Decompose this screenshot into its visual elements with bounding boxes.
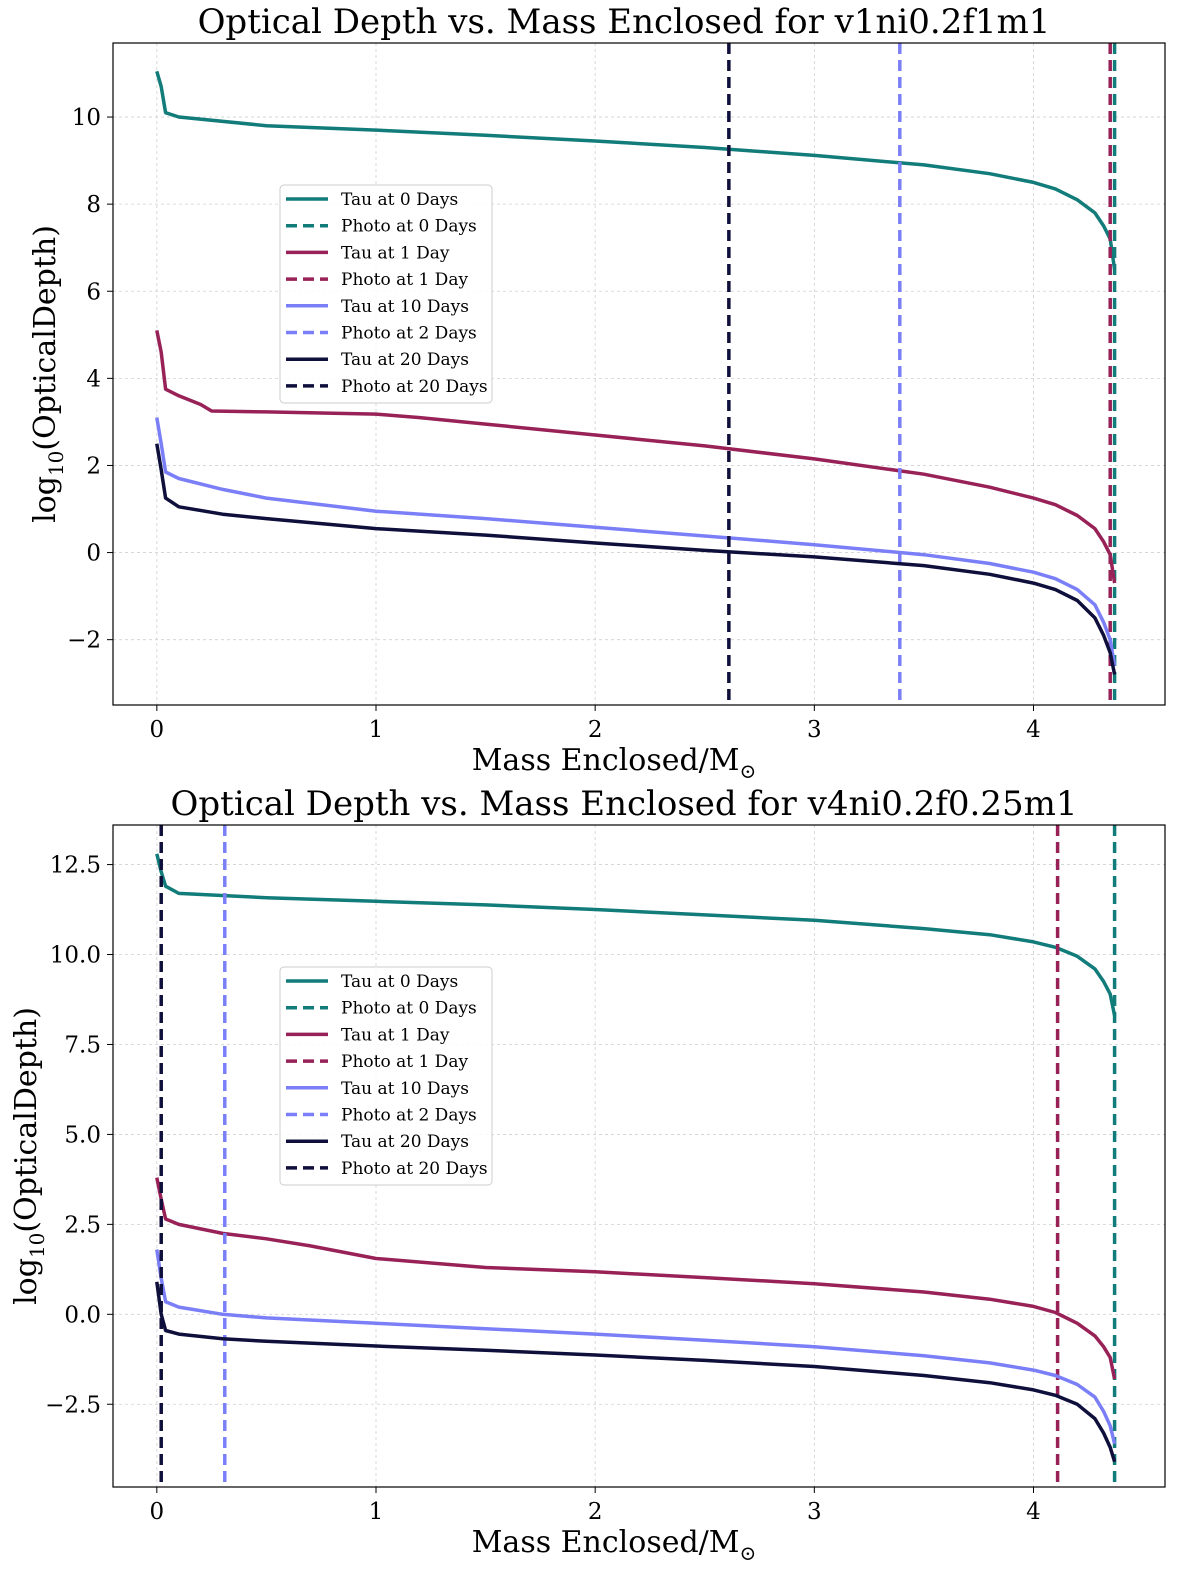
legend-label: Tau at 20 Days [341, 1132, 469, 1152]
legend: Tau at 0 Days Photo at 0 Days Tau at 1 Day… [279, 966, 493, 1186]
y-tick-label: 2.5 [64, 1212, 101, 1238]
legend-label: Tau at 1 Day [341, 243, 450, 263]
y-axis-label: log10(OpticalDepth) [9, 1007, 49, 1305]
legend-label: Tau at 0 Days [341, 972, 458, 992]
y-tick-label: 5.0 [64, 1122, 101, 1148]
tau-series-line-5 [155, 1249, 1117, 1445]
chart-title: Optical Depth vs. Mass Enclosed for v1ni… [198, 2, 1051, 42]
legend-box [279, 184, 493, 404]
x-tick-label: 2 [588, 1499, 603, 1525]
legend-label: Photo at 1 Day [341, 270, 468, 290]
x-tick-label: 3 [807, 1499, 822, 1525]
legend-label: Tau at 1 Day [341, 1025, 450, 1045]
legend-label: Photo at 0 Days [341, 217, 477, 237]
tau-series-line-7 [155, 1281, 1117, 1463]
y-tick-label: 0.0 [64, 1302, 101, 1328]
y-tick-label: 12.5 [50, 853, 101, 879]
x-axis-label: Mass Enclosed/M⊙ [472, 743, 757, 783]
legend-label: Photo at 20 Days [341, 377, 488, 397]
y-tick-label: 10.0 [50, 943, 101, 969]
x-tick-label: 0 [150, 717, 165, 743]
tau-series-line-1 [155, 70, 1117, 270]
chart-title: Optical Depth vs. Mass Enclosed for v4ni… [171, 784, 1078, 824]
axes-frame [112, 824, 1166, 1488]
x-tick-label: 1 [369, 1499, 384, 1525]
tau-series-line-5 [155, 417, 1117, 667]
tau-series-line-3 [155, 330, 1117, 584]
y-tick-label: 0 [86, 541, 101, 567]
x-tick-label: 3 [807, 717, 822, 743]
y-axis-label: log10(OpticalDepth) [28, 225, 68, 523]
plot-area [155, 825, 1117, 1487]
legend-label: Tau at 10 Days [341, 1079, 469, 1099]
x-tick-label: 4 [1026, 717, 1041, 743]
x-tick-label: 1 [369, 717, 384, 743]
y-tick-label: 4 [86, 366, 101, 392]
tau-series-line-1 [155, 853, 1117, 1017]
legend-box [279, 966, 493, 1186]
legend-label: Tau at 20 Days [341, 350, 469, 370]
legend: Tau at 0 Days Photo at 0 Days Tau at 1 Day… [279, 184, 493, 404]
tau-series-line-3 [155, 1177, 1117, 1380]
legend-label: Tau at 10 Days [341, 297, 469, 317]
chart-panel-2: 0 1 2 3 4 −2.5 0.0 2.5 5.0 7.5 10.0 12.5 Optical Dep… [9, 784, 1166, 1565]
y-tick-label: −2 [67, 628, 101, 654]
legend-label: Photo at 2 Days [341, 1106, 477, 1126]
legend-label: Photo at 0 Days [341, 999, 477, 1019]
y-tick-label: 6 [86, 279, 101, 305]
chart-panel-1: 0 1 2 3 4 −2 0 2 4 6 8 10 Optical Depth vs. Mass Enc… [28, 2, 1166, 783]
legend-label: Photo at 1 Day [341, 1052, 468, 1072]
y-tick-label: 8 [86, 192, 101, 218]
legend-label: Photo at 2 Days [341, 324, 477, 344]
x-tick-label: 4 [1026, 1499, 1041, 1525]
axes-frame [112, 42, 1166, 706]
legend-label: Photo at 20 Days [341, 1159, 488, 1179]
plot-area [155, 43, 1117, 705]
x-tick-label: 2 [588, 717, 603, 743]
y-tick-label: 2 [86, 453, 101, 479]
tau-series-line-7 [155, 443, 1117, 675]
y-tick-label: 10 [72, 105, 101, 131]
legend-label: Tau at 0 Days [341, 190, 458, 210]
y-tick-label: −2.5 [45, 1392, 101, 1418]
y-tick-label: 7.5 [64, 1032, 101, 1058]
x-tick-label: 0 [150, 1499, 165, 1525]
x-axis-label: Mass Enclosed/M⊙ [472, 1525, 757, 1565]
